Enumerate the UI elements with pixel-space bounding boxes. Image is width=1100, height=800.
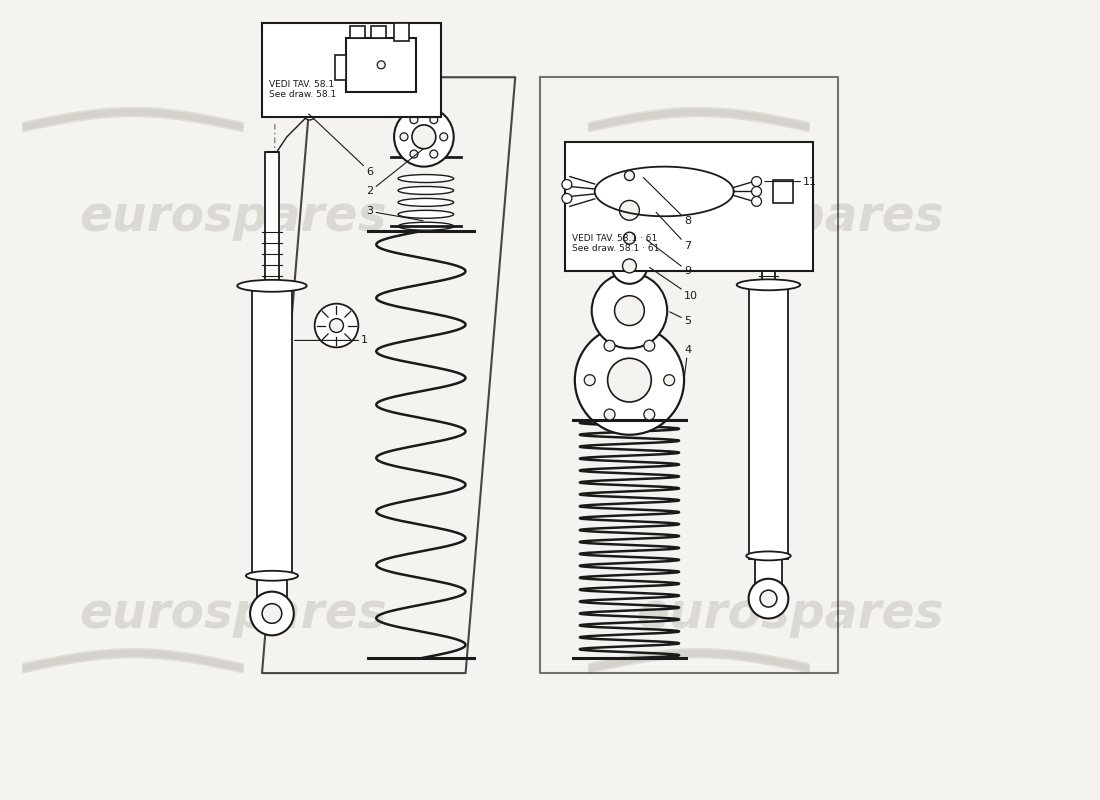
Text: 7: 7: [657, 212, 691, 251]
Circle shape: [644, 340, 654, 351]
Text: VEDI TAV. 58.1 · 61
See draw. 58.1 · 61: VEDI TAV. 58.1 · 61 See draw. 58.1 · 61: [572, 234, 659, 253]
Circle shape: [330, 318, 343, 333]
Text: 10: 10: [650, 267, 699, 301]
Text: eurospares: eurospares: [637, 194, 944, 242]
Circle shape: [394, 107, 453, 166]
Ellipse shape: [246, 571, 298, 581]
Circle shape: [612, 248, 647, 284]
Circle shape: [575, 326, 684, 434]
Bar: [351, 26, 365, 38]
Text: eurospares: eurospares: [79, 590, 387, 638]
Circle shape: [315, 304, 359, 347]
Bar: [252, 281, 292, 578]
Bar: [262, 22, 441, 117]
Circle shape: [751, 197, 761, 206]
Circle shape: [604, 340, 615, 351]
Ellipse shape: [398, 186, 453, 194]
Circle shape: [663, 374, 674, 386]
Circle shape: [262, 604, 282, 623]
Circle shape: [607, 358, 651, 402]
Bar: [394, 22, 409, 41]
Circle shape: [617, 164, 641, 187]
Text: eurospares: eurospares: [637, 590, 944, 638]
Text: eurospares: eurospares: [79, 194, 387, 242]
Circle shape: [623, 259, 637, 273]
Ellipse shape: [398, 222, 453, 230]
Circle shape: [615, 296, 645, 326]
Circle shape: [624, 232, 636, 244]
Text: 6: 6: [309, 114, 373, 177]
Text: 4: 4: [684, 346, 691, 378]
Circle shape: [304, 108, 316, 120]
Circle shape: [412, 125, 436, 149]
Text: 9: 9: [647, 240, 691, 276]
Text: 3: 3: [366, 206, 424, 221]
Circle shape: [605, 186, 654, 235]
Circle shape: [410, 116, 418, 124]
Bar: [334, 55, 346, 80]
Text: VEDI TAV. 58.1
See draw. 58.1: VEDI TAV. 58.1 See draw. 58.1: [270, 80, 337, 99]
Ellipse shape: [737, 279, 801, 290]
Text: 8: 8: [644, 178, 691, 226]
Circle shape: [400, 133, 408, 141]
Bar: [372, 26, 386, 38]
Text: 2: 2: [366, 149, 424, 197]
Circle shape: [760, 590, 777, 607]
Ellipse shape: [398, 210, 453, 218]
Bar: [755, 559, 782, 609]
Ellipse shape: [746, 551, 791, 560]
Text: 11: 11: [764, 177, 817, 186]
Circle shape: [250, 592, 294, 635]
Circle shape: [430, 150, 438, 158]
Bar: [762, 152, 774, 296]
Circle shape: [749, 578, 789, 618]
Circle shape: [751, 186, 761, 197]
Circle shape: [592, 273, 668, 348]
Circle shape: [584, 374, 595, 386]
Bar: [265, 152, 279, 301]
Circle shape: [562, 179, 572, 190]
Bar: [257, 578, 287, 623]
Circle shape: [377, 61, 385, 69]
Circle shape: [625, 170, 635, 181]
Bar: [773, 179, 793, 203]
Circle shape: [440, 133, 448, 141]
Ellipse shape: [238, 280, 307, 292]
Circle shape: [619, 200, 639, 220]
Circle shape: [410, 150, 418, 158]
Bar: [565, 142, 813, 271]
Ellipse shape: [398, 198, 453, 206]
Circle shape: [604, 409, 615, 420]
Text: 1: 1: [295, 335, 368, 346]
Text: 5: 5: [670, 312, 691, 326]
Ellipse shape: [398, 174, 453, 182]
Circle shape: [615, 223, 645, 253]
Bar: [346, 38, 416, 92]
Bar: [749, 281, 789, 559]
Circle shape: [751, 177, 761, 186]
Circle shape: [430, 116, 438, 124]
Circle shape: [562, 194, 572, 203]
Circle shape: [644, 409, 654, 420]
